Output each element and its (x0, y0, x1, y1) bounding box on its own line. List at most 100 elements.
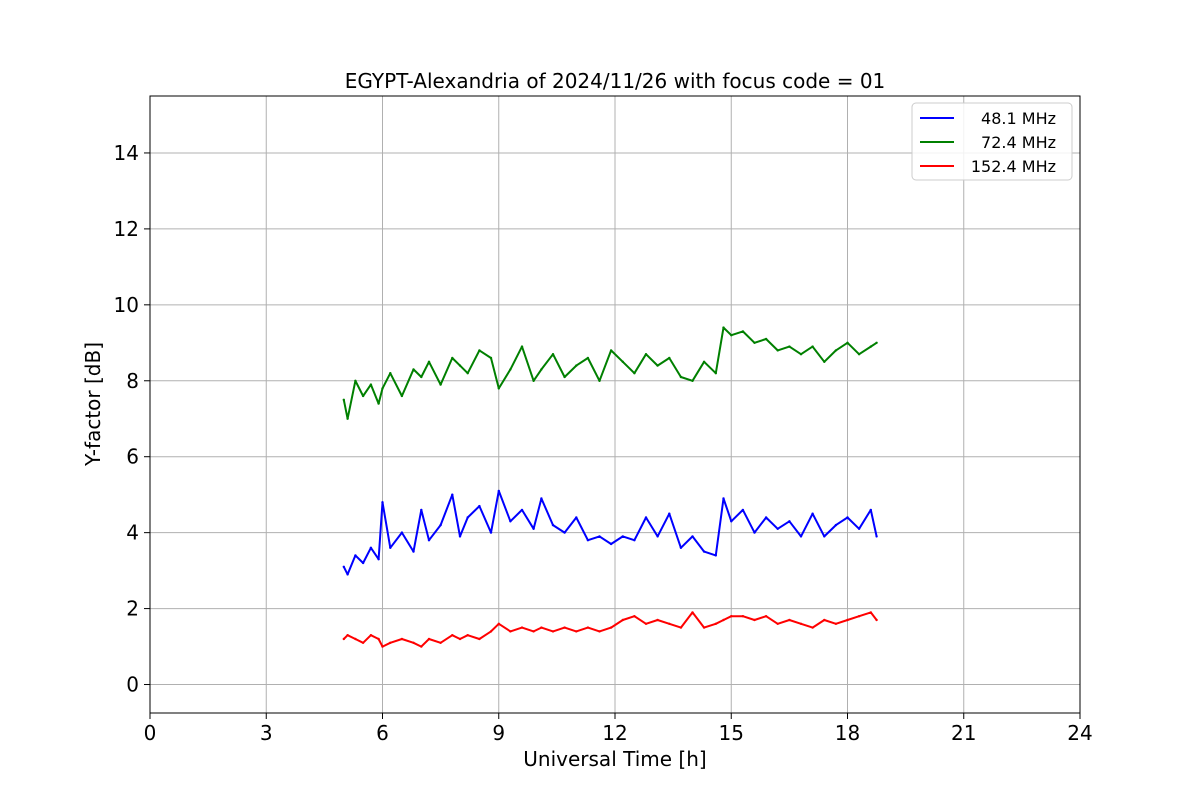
data-point (776, 622, 779, 625)
data-point (609, 542, 613, 546)
data-point (730, 615, 733, 618)
data-point (540, 368, 543, 371)
data-point (520, 508, 524, 512)
data-point (563, 531, 566, 534)
data-point (420, 645, 423, 648)
data-point (668, 356, 671, 360)
data-point (764, 516, 768, 519)
data-point (509, 520, 512, 523)
data-point (679, 626, 683, 629)
data-point (497, 622, 500, 625)
x-tick-label: 12 (602, 721, 627, 745)
data-point (478, 637, 481, 641)
data-point (389, 641, 392, 644)
y-axis-ticks: 0 2 4 6 8 10 12 14 (114, 141, 150, 697)
data-point (691, 611, 694, 614)
x-axis-label: Universal Time [h] (523, 747, 706, 771)
data-point (799, 353, 803, 356)
data-point (520, 345, 524, 348)
data-point (764, 615, 768, 618)
data-point (857, 527, 861, 530)
data-point (668, 512, 671, 515)
data-point (811, 512, 814, 515)
data-point (458, 535, 462, 538)
x-tick-label: 9 (492, 721, 505, 745)
data-point (532, 527, 535, 530)
data-point (644, 353, 648, 356)
data-point (540, 626, 543, 629)
data-point (369, 634, 373, 637)
data-point (656, 535, 659, 538)
data-point (875, 341, 878, 344)
data-point (412, 368, 415, 371)
data-point (644, 622, 648, 625)
data-point (869, 611, 872, 614)
data-point (381, 501, 384, 504)
data-point (361, 641, 365, 644)
data-point (532, 379, 535, 382)
data-point (679, 375, 683, 379)
data-point (540, 497, 543, 500)
data-point (776, 349, 779, 352)
series-2-group (342, 611, 878, 648)
data-point (563, 626, 566, 629)
data-point (730, 520, 733, 523)
data-point (621, 618, 624, 622)
data-point (412, 641, 415, 644)
y-tick-label: 12 (114, 217, 139, 241)
data-point (811, 626, 814, 629)
data-point (420, 375, 423, 379)
data-point (679, 546, 683, 549)
data-point (741, 508, 745, 512)
data-point (489, 531, 493, 534)
data-point (497, 489, 500, 493)
data-point (869, 345, 872, 348)
data-point (575, 364, 578, 367)
data-point (788, 520, 791, 523)
data-point (451, 493, 454, 496)
data-point (369, 383, 373, 386)
data-point (702, 626, 706, 629)
data-point (633, 372, 636, 375)
x-tick-label: 18 (835, 721, 860, 745)
data-point (714, 554, 717, 557)
data-point (451, 634, 454, 637)
data-point (702, 550, 706, 553)
data-point (857, 353, 861, 356)
legend-label-2: 152.4 MHz (971, 157, 1056, 176)
data-point (377, 558, 380, 561)
series-1-group (342, 326, 878, 420)
data-point (466, 516, 469, 519)
data-point (621, 535, 624, 538)
data-point (633, 539, 636, 542)
data-point (458, 364, 462, 367)
data-point (846, 618, 849, 622)
y-tick-label: 8 (126, 369, 139, 393)
data-point (823, 535, 826, 538)
data-point (478, 504, 481, 508)
data-point (342, 637, 345, 641)
data-point (609, 626, 613, 629)
data-point (730, 334, 733, 337)
x-axis-ticks: 0 3 6 9 12 15 18 21 24 (144, 713, 1093, 745)
data-point (722, 497, 725, 500)
data-point (532, 630, 535, 633)
data-point (439, 523, 442, 527)
legend: 48.1 MHz 72.4 MHz 152.4 MHz (911, 102, 1073, 181)
data-point (668, 622, 671, 625)
y-axis-label: Y-factor [dB] (81, 342, 105, 467)
data-point (369, 546, 373, 549)
data-point (598, 535, 601, 538)
data-point (489, 356, 493, 360)
data-point (741, 615, 745, 618)
data-point (497, 387, 500, 390)
data-point (420, 508, 423, 512)
data-point (823, 618, 826, 622)
data-point (846, 341, 849, 344)
data-point (377, 637, 380, 641)
x-tick-label: 15 (719, 721, 744, 745)
data-point (489, 630, 493, 633)
data-point (354, 554, 357, 557)
data-point (389, 546, 392, 549)
data-point (656, 364, 659, 367)
